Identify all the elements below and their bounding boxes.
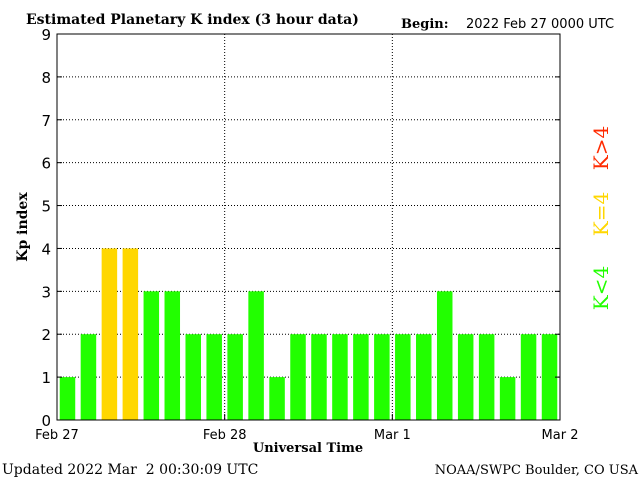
x-tick-label: Mar 2 — [542, 428, 579, 443]
plot-frame — [56, 33, 561, 421]
y-tick-label: 9 — [41, 26, 51, 44]
y-tick-label: 7 — [41, 112, 51, 130]
kp-bar — [520, 334, 537, 420]
y-tick-label: 5 — [41, 198, 51, 216]
legend-low: K<4 — [589, 266, 613, 310]
y-tick-label: 8 — [41, 69, 51, 87]
x-axis-ticks: Feb 27 Feb 28 Mar 1 Mar 2 — [35, 414, 578, 443]
kp-bar — [353, 334, 369, 420]
chart-title: Estimated Planetary K index (3 hour data… — [26, 12, 359, 28]
kp-bar — [59, 377, 76, 420]
kp-bar — [395, 334, 411, 420]
legend-high: K>4 — [589, 126, 613, 170]
kp-bar — [122, 248, 139, 420]
kp-bar — [143, 291, 160, 420]
kp-bar — [227, 334, 243, 420]
y-tick-label: 0 — [41, 412, 51, 430]
legend: K<4 K=4 K>4 — [589, 126, 613, 310]
kp-bar — [206, 334, 222, 420]
kp-bar — [185, 334, 201, 420]
bars-layer — [59, 248, 558, 420]
y-tick-label: 2 — [41, 326, 51, 344]
kp-bar — [457, 334, 474, 420]
legend-equal: K=4 — [589, 192, 613, 236]
y-tick-label: 6 — [41, 155, 51, 173]
kp-bar — [374, 334, 390, 420]
x-tick-label: Mar 1 — [374, 428, 411, 443]
updated-text: Updated 2022 Mar 2 00:30:09 UTC — [2, 462, 258, 478]
x-axis-label: Universal Time — [253, 441, 363, 456]
x-tick-label: Feb 28 — [203, 428, 247, 443]
y-tick-label: 3 — [41, 283, 51, 301]
y-tick-label: 1 — [41, 369, 51, 387]
grid-lines — [57, 34, 560, 420]
y-tick-label: 4 — [41, 240, 51, 258]
begin-value: 2022 Feb 27 0000 UTC — [466, 17, 614, 32]
begin-label: Begin: — [401, 17, 449, 32]
source-text: NOAA/SWPC Boulder, CO USA — [435, 463, 639, 478]
kp-bar — [332, 334, 348, 420]
kp-bar — [269, 377, 285, 420]
kp-bar — [499, 377, 516, 420]
kp-bar — [164, 291, 181, 420]
kp-bar — [290, 334, 306, 420]
kp-bar — [416, 334, 432, 420]
kp-bar — [80, 334, 97, 420]
kp-bar — [248, 291, 264, 420]
kp-bar — [541, 334, 558, 420]
y-axis-label: Kp index — [15, 192, 31, 262]
kp-bar — [311, 334, 327, 420]
kp-bar — [101, 248, 118, 420]
x-tick-label: Feb 27 — [35, 428, 79, 443]
kp-bar — [478, 334, 495, 420]
y-axis-ticks: 0 1 2 3 4 5 6 7 8 9 — [41, 26, 560, 430]
kp-bar — [436, 291, 453, 420]
